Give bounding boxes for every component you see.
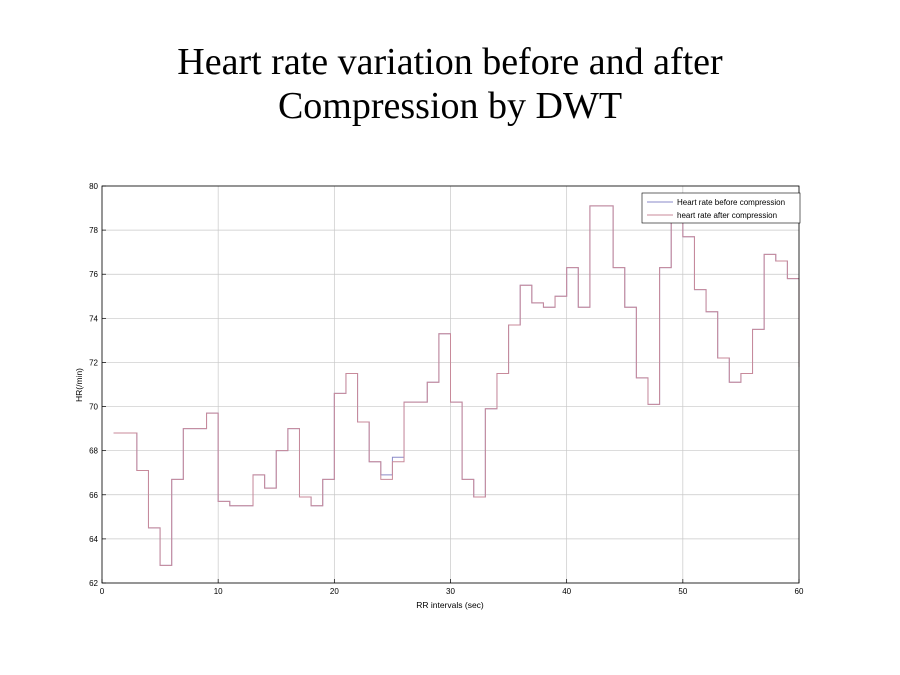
series-line-after [113, 205, 800, 566]
legend-label-before: Heart rate before compression [677, 198, 785, 207]
x-tick-label: 40 [562, 587, 571, 596]
x-tick-label: 30 [446, 587, 455, 596]
y-tick-label: 74 [89, 314, 98, 323]
x-tick-label: 50 [678, 587, 687, 596]
y-tick-label: 70 [89, 403, 98, 412]
y-tick-label: 66 [89, 491, 98, 500]
y-tick-label: 78 [89, 226, 98, 235]
y-axis-label: HR(/min) [74, 368, 84, 402]
x-tick-label: 60 [795, 587, 804, 596]
x-tick-label: 0 [100, 587, 105, 596]
y-tick-label: 64 [89, 535, 98, 544]
y-tick-label: 62 [89, 579, 98, 588]
y-tick-label: 72 [89, 358, 98, 367]
legend-label-after: heart rate after compression [677, 211, 777, 220]
slide-title: Heart rate variation before and after Co… [0, 40, 900, 128]
series-lines [113, 205, 800, 566]
x-tick-label: 20 [330, 587, 339, 596]
x-axis-label: RR intervals (sec) [416, 600, 484, 610]
series-line-before [113, 205, 800, 566]
y-tick-label: 76 [89, 270, 98, 279]
y-tick-label: 68 [89, 447, 98, 456]
title-line-1: Heart rate variation before and after [177, 41, 723, 83]
legend-box [641, 192, 801, 224]
legend: Heart rate before compression heart rate… [641, 192, 801, 224]
y-tick-label: 80 [89, 182, 98, 191]
title-line-2: Compression by DWT [277, 85, 623, 127]
x-tick-label: 10 [214, 587, 223, 596]
ticks: 0 10 20 30 40 50 60 62 64 66 68 70 72 74 76 78 80 [89, 182, 804, 596]
